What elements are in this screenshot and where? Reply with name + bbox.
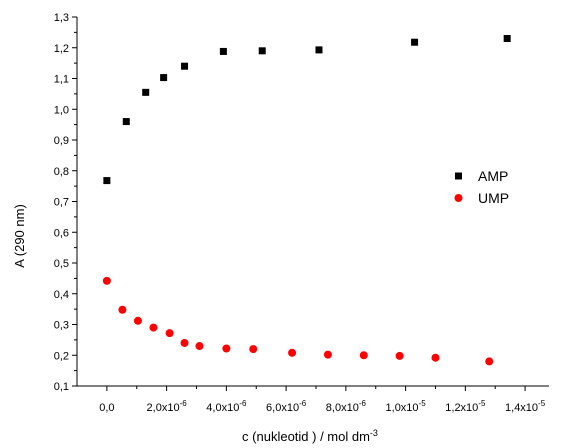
x-tick-mantissa: 2,0x10 bbox=[147, 402, 180, 414]
legend-marker-amp bbox=[455, 172, 462, 180]
amp-point bbox=[160, 74, 168, 82]
ump-point bbox=[102, 276, 111, 285]
y-tick-label: 0,4 bbox=[54, 289, 69, 301]
ump-point bbox=[195, 342, 204, 351]
ump-point bbox=[133, 316, 142, 325]
legend: AMP UMP bbox=[454, 168, 509, 206]
y-tick-label: 1,0 bbox=[54, 104, 69, 116]
ump-point bbox=[359, 351, 368, 360]
x-tick-label: 8,0x10-6 bbox=[326, 399, 367, 414]
amp-point bbox=[411, 38, 419, 46]
legend-marker-ump bbox=[454, 194, 463, 202]
data-points bbox=[102, 35, 511, 366]
x-tick-label: 1,2x10-5 bbox=[445, 399, 486, 414]
y-axis-ticks: 0,1 0,2 0,3 0,4 0,5 0,6 0,7 0,8 0,9 1,0 1,1 1,2 1,3 bbox=[54, 12, 77, 393]
y-tick-label: 0,7 bbox=[54, 197, 69, 209]
x-tick-mantissa: 0,0 bbox=[99, 402, 114, 414]
y-tick-label: 0,3 bbox=[54, 320, 69, 332]
x-axis-label-text: c (nukleotid ) / mol dm bbox=[242, 429, 370, 444]
ump-point bbox=[395, 351, 404, 360]
x-tick-exponent: -6 bbox=[239, 399, 247, 408]
ump-point bbox=[485, 357, 494, 366]
amp-point bbox=[219, 47, 227, 55]
y-tick-label: 1,1 bbox=[54, 74, 69, 86]
x-tick-mantissa: 1,0x10 bbox=[386, 402, 419, 414]
x-tick-exponent: -5 bbox=[419, 399, 427, 408]
y-tick-label: 0,9 bbox=[54, 135, 69, 147]
x-axis-ticks: 0,0 2,0x10-6 4,0x10-6 6,0x10-6 8,0x10-6 1,0x1… bbox=[99, 386, 546, 414]
x-tick-label: 4,0x10-6 bbox=[206, 399, 247, 414]
y-tick-label: 0,6 bbox=[54, 227, 69, 239]
x-tick-label: 1,0x10-5 bbox=[386, 399, 427, 414]
x-tick-mantissa: 6,0x10 bbox=[266, 402, 299, 414]
y-tick-label: 0,1 bbox=[54, 381, 69, 393]
x-tick-mantissa: 8,0x10 bbox=[326, 402, 359, 414]
ump-point bbox=[165, 329, 174, 338]
x-tick-exponent: -6 bbox=[180, 399, 188, 408]
y-axis-label: A (290 nm) bbox=[12, 204, 27, 268]
legend-label: AMP bbox=[478, 168, 508, 184]
ump-point bbox=[323, 350, 332, 359]
y-tick-label: 1,3 bbox=[54, 12, 69, 24]
amp-point bbox=[142, 88, 150, 96]
ump-point bbox=[149, 323, 158, 332]
ump-point bbox=[431, 353, 440, 362]
x-tick-mantissa: 1,4x10 bbox=[505, 402, 538, 414]
x-axis-label-exponent: -3 bbox=[370, 428, 378, 438]
x-tick-exponent: -5 bbox=[478, 399, 486, 408]
ump-point bbox=[249, 345, 258, 354]
x-tick-label: 2,0x10-6 bbox=[147, 399, 188, 414]
x-tick-mantissa: 1,2x10 bbox=[445, 402, 478, 414]
ump-point bbox=[180, 338, 189, 347]
x-axis-label: c (nukleotid ) / mol dm-3 bbox=[242, 428, 378, 444]
x-tick-label: 6,0x10-6 bbox=[266, 399, 307, 414]
y-tick-label: 0,5 bbox=[54, 258, 69, 270]
y-tick-label: 0,8 bbox=[54, 166, 69, 178]
amp-point bbox=[103, 177, 111, 185]
amp-point bbox=[315, 46, 323, 54]
x-tick-mantissa: 4,0x10 bbox=[206, 402, 239, 414]
x-tick-label: 0,0 bbox=[99, 402, 114, 414]
amp-point bbox=[503, 35, 511, 43]
x-tick-label: 1,4x10-5 bbox=[505, 399, 546, 414]
x-tick-exponent: -6 bbox=[299, 399, 307, 408]
y-tick-label: 0,2 bbox=[54, 350, 69, 362]
amp-point bbox=[122, 118, 130, 126]
x-tick-exponent: -6 bbox=[359, 399, 367, 408]
y-tick-label: 1,2 bbox=[54, 43, 69, 55]
amp-point bbox=[258, 47, 266, 55]
ump-point bbox=[118, 305, 127, 314]
ump-point bbox=[222, 344, 231, 353]
x-tick-exponent: -5 bbox=[538, 399, 546, 408]
ump-point bbox=[288, 348, 297, 357]
amp-point bbox=[181, 62, 189, 70]
legend-label: UMP bbox=[478, 190, 509, 206]
